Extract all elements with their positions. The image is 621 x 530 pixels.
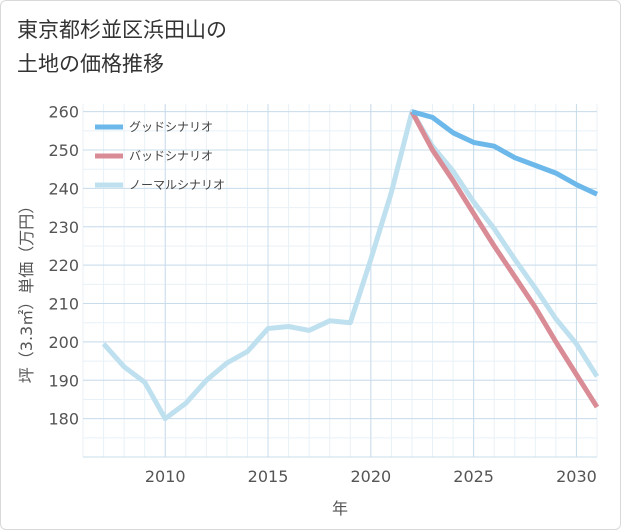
legend-label: バッドシナリオ — [129, 149, 213, 163]
y-tick-label: 180 — [48, 410, 79, 429]
x-axis-title: 年 — [332, 499, 348, 518]
series-line-2 — [409, 110, 600, 409]
grid-lines — [82, 104, 598, 458]
series-lines — [101, 109, 600, 422]
y-tick-label: 210 — [48, 295, 79, 314]
y-tick-label: 220 — [48, 256, 79, 275]
legend-label: ノーマルシナリオ — [129, 178, 225, 192]
y-axis-title: 坪（3.3㎡）単価（万円） — [17, 198, 36, 383]
y-tick-label: 250 — [48, 141, 79, 160]
x-tick-label: 2010 — [145, 467, 186, 486]
y-tick-label: 200 — [48, 333, 79, 352]
y-tick-label: 240 — [48, 179, 79, 198]
y-tick-label: 190 — [48, 371, 79, 390]
chart-title: 東京都杉並区浜田山の 土地の価格推移 — [17, 13, 227, 81]
x-tick-label: 2015 — [248, 467, 289, 486]
series-line-3 — [101, 109, 600, 422]
y-tick-label: 260 — [48, 103, 79, 122]
title-line-2: 土地の価格推移 — [17, 52, 164, 76]
series-line-1 — [411, 109, 599, 197]
x-tick-label: 2030 — [556, 467, 597, 486]
legend-label: グッドシナリオ — [129, 120, 213, 134]
x-tick-label: 2025 — [453, 467, 494, 486]
axes: 2010 2015 2020 2025 2030 180 190 200 210 220 230 24… — [48, 103, 597, 486]
y-tick-label: 230 — [48, 218, 79, 237]
title-line-1: 東京都杉並区浜田山の — [17, 18, 227, 42]
x-tick-label: 2020 — [350, 467, 391, 486]
